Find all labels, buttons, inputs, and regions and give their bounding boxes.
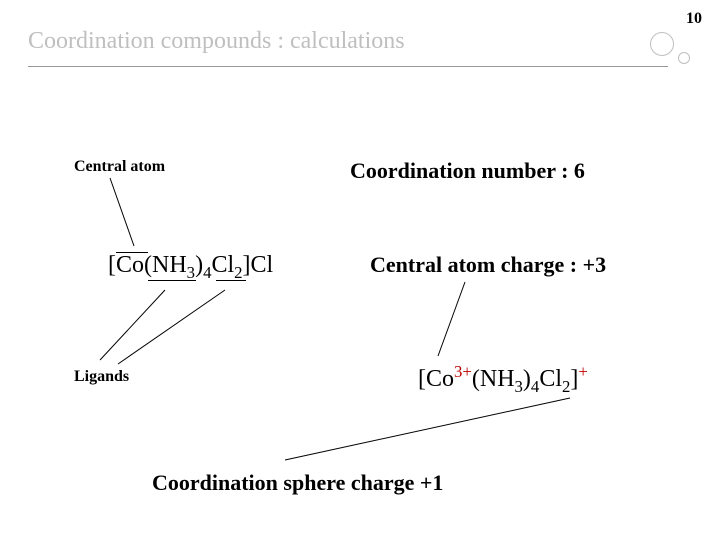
nh3-sub: 3 [515,377,523,396]
nh3-close: ) [195,252,203,278]
underline-segment [216,280,246,281]
page-number: 10 [686,10,702,28]
bracket-close: ]Cl [243,252,274,278]
underline-segment [148,280,196,281]
cl-count: 2 [234,263,242,282]
element-co: Co [116,252,144,278]
element-cl: Cl [211,252,234,278]
underline-segment [116,252,148,253]
nh3-open: (NH [472,366,515,392]
decorative-circle-small [678,52,690,64]
central-atom-charge: Central atom charge : +3 [370,252,606,278]
slide-title: Coordination compounds : calculations [28,28,405,55]
element-cl: Cl [539,366,562,392]
decorative-circle-large [650,32,674,56]
bracket-open: [ [418,366,426,392]
outer-charge: + [578,362,587,381]
coordination-sphere-charge: Coordination sphere charge +1 [152,470,443,496]
nh3-open: (NH [144,252,187,278]
co-charge: 3+ [454,362,472,381]
formula-ion: [Co3+(NH3)4Cl2]+ [418,362,588,397]
nh3-close: ) [523,366,531,392]
bracket-open: [ [108,252,116,278]
label-ligands: Ligands [74,368,129,386]
label-central-atom: Central atom [74,158,165,176]
coordination-number: Coordination number : 6 [350,158,585,184]
nh3-sub: 3 [187,263,195,282]
element-co: Co [426,366,454,392]
title-divider [28,66,668,67]
formula-main: [Co(NH3)4Cl2]Cl [108,252,273,283]
